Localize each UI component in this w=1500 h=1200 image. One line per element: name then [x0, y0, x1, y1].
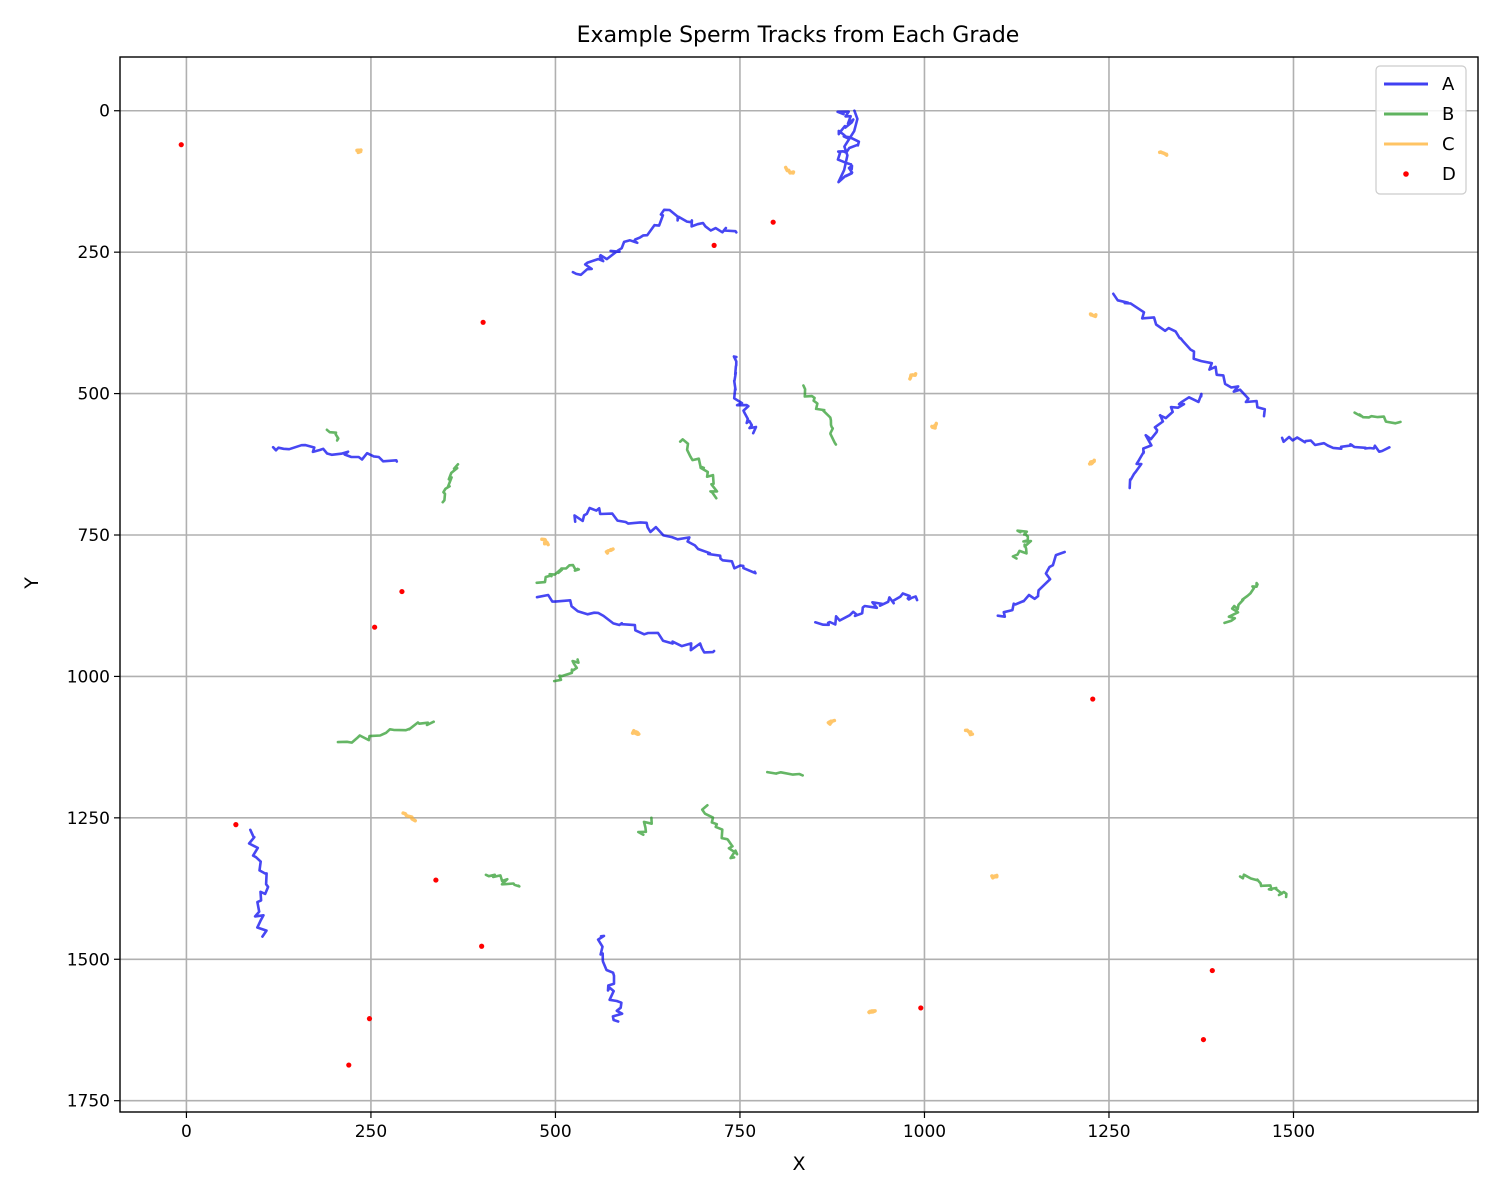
track-C [1088, 312, 1098, 319]
x-tick-label: 0 [181, 1122, 192, 1142]
track-B [637, 816, 653, 837]
track-C [990, 873, 999, 880]
plot-area [120, 57, 1478, 1112]
legend-label: C [1442, 134, 1455, 155]
y-tick-label: 0 [99, 102, 110, 122]
track-C [1087, 458, 1096, 466]
track-B [1238, 873, 1288, 899]
y-tick-label: 250 [78, 243, 110, 263]
track-B [325, 428, 340, 442]
track-A [996, 550, 1066, 618]
point-D [479, 943, 485, 949]
x-tick-label: 750 [724, 1122, 756, 1142]
plot-frame [119, 56, 1479, 1113]
y-axis-label: Y [21, 577, 43, 590]
track-C [930, 421, 939, 430]
legend-label: B [1442, 104, 1454, 125]
point-D [399, 588, 405, 595]
y-tick-label: 1500 [67, 950, 110, 970]
track-A [836, 109, 861, 184]
track-C [630, 728, 641, 737]
track-A [571, 208, 738, 277]
y-tick-label: 500 [78, 385, 110, 405]
track-C [908, 372, 918, 381]
ticks: 0 250 500 750 1000 1250 1500 0 250 500 750 1000 1250… [67, 102, 1315, 1142]
track-C [355, 148, 363, 155]
y-tick-label: 1750 [67, 1092, 110, 1112]
series-A [247, 109, 1391, 1023]
track-A [814, 592, 919, 627]
track-C [963, 728, 975, 737]
point-D [918, 1005, 924, 1011]
track-B [552, 658, 580, 683]
point-D [178, 142, 184, 148]
point-D [366, 1016, 373, 1022]
track-A [1128, 392, 1203, 490]
track-B [678, 438, 719, 500]
x-tick-label: 250 [355, 1122, 387, 1142]
track-B [535, 563, 581, 585]
track-B [802, 384, 838, 446]
track-B [336, 720, 435, 744]
track-B [1353, 411, 1402, 425]
legend-label: D [1442, 164, 1456, 185]
point-D [1209, 967, 1215, 974]
track-C [783, 165, 796, 175]
grid [120, 57, 1478, 1112]
track-B [1223, 581, 1259, 625]
track-A [1112, 292, 1267, 418]
point-D [433, 877, 439, 883]
legend-label: A [1442, 74, 1455, 95]
track-B [1011, 529, 1033, 560]
track-A [596, 934, 624, 1023]
point-D [711, 242, 717, 248]
x-tick-label: 1000 [903, 1122, 946, 1142]
track-C [604, 547, 615, 555]
x-tick-label: 1250 [1087, 1122, 1130, 1142]
point-D [233, 822, 239, 828]
series-B [325, 384, 1402, 899]
track-A [247, 828, 270, 938]
track-C [540, 537, 550, 547]
data-layer [178, 109, 1402, 1068]
track-A [271, 443, 399, 463]
track-B [766, 770, 804, 777]
track-B [441, 463, 460, 504]
x-axis-label: X [792, 1153, 805, 1175]
legend-box [1375, 65, 1467, 195]
track-A [1280, 435, 1391, 453]
point-D [372, 624, 378, 630]
point-D [1090, 696, 1096, 702]
x-tick-label: 500 [539, 1122, 571, 1142]
series-D [178, 142, 1215, 1068]
track-A [732, 355, 758, 435]
point-D [346, 1062, 352, 1068]
track-A [573, 506, 757, 575]
track-C [826, 718, 837, 726]
x-tick-label: 1500 [1272, 1122, 1315, 1142]
track-B [484, 873, 521, 888]
y-tick-label: 1250 [67, 809, 110, 829]
track-C [867, 1009, 877, 1015]
y-tick-label: 1000 [67, 667, 110, 687]
track-C [401, 811, 417, 823]
chart-title: Example Sperm Tracks from Each Grade [577, 23, 1020, 48]
point-D [1200, 1036, 1207, 1043]
legend-marker [1403, 171, 1409, 177]
track-B [700, 804, 739, 860]
series-C [355, 148, 1169, 1015]
point-D [770, 219, 776, 225]
track-C [1157, 150, 1169, 157]
point-D [480, 319, 486, 325]
track-A [535, 593, 716, 654]
y-tick-label: 750 [78, 526, 110, 546]
